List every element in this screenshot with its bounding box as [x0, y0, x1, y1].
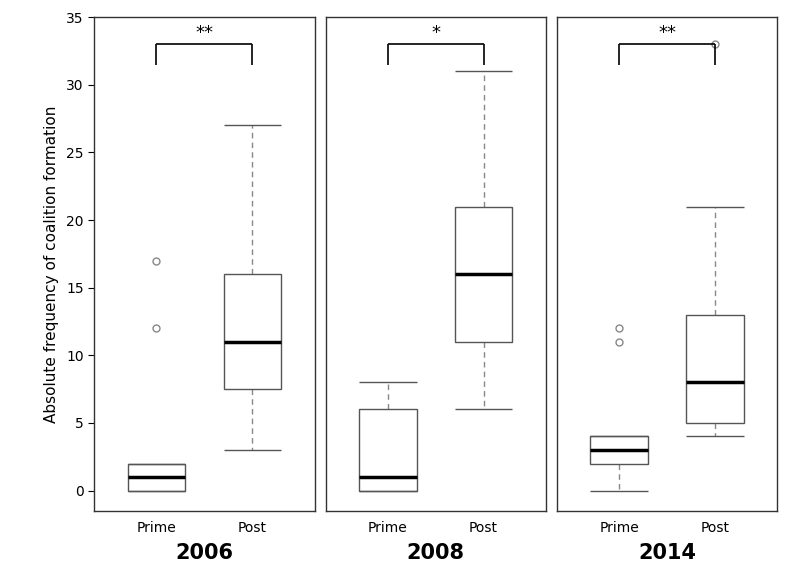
X-axis label: 2014: 2014	[638, 543, 696, 563]
X-axis label: 2008: 2008	[407, 543, 465, 563]
Bar	[455, 207, 513, 342]
Bar	[686, 315, 743, 423]
Bar	[224, 274, 281, 389]
Text: **: **	[658, 24, 676, 41]
Y-axis label: Absolute frequency of coalition formation: Absolute frequency of coalition formatio…	[44, 106, 59, 422]
Text: **: **	[195, 24, 214, 41]
Bar	[590, 436, 648, 464]
Bar	[128, 464, 185, 491]
Text: *: *	[431, 24, 440, 41]
X-axis label: 2006: 2006	[175, 543, 233, 563]
Bar	[359, 409, 417, 491]
